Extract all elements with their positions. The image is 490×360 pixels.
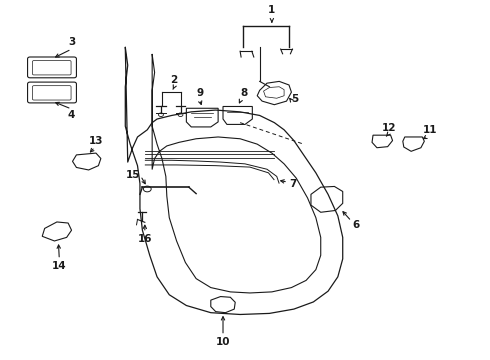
Text: 8: 8 bbox=[240, 87, 247, 98]
Text: 5: 5 bbox=[292, 94, 299, 104]
Text: 15: 15 bbox=[125, 170, 140, 180]
Text: 14: 14 bbox=[52, 261, 67, 271]
Text: 7: 7 bbox=[289, 179, 296, 189]
Text: 10: 10 bbox=[216, 337, 230, 347]
Text: 13: 13 bbox=[89, 136, 103, 146]
Text: 16: 16 bbox=[138, 234, 152, 244]
Text: 2: 2 bbox=[171, 75, 178, 85]
Text: 4: 4 bbox=[68, 110, 75, 120]
Text: 12: 12 bbox=[382, 123, 396, 134]
Text: 11: 11 bbox=[422, 125, 437, 135]
Text: 1: 1 bbox=[268, 5, 275, 15]
Text: 6: 6 bbox=[352, 220, 360, 230]
Text: 3: 3 bbox=[68, 37, 75, 47]
Text: 9: 9 bbox=[196, 87, 203, 98]
